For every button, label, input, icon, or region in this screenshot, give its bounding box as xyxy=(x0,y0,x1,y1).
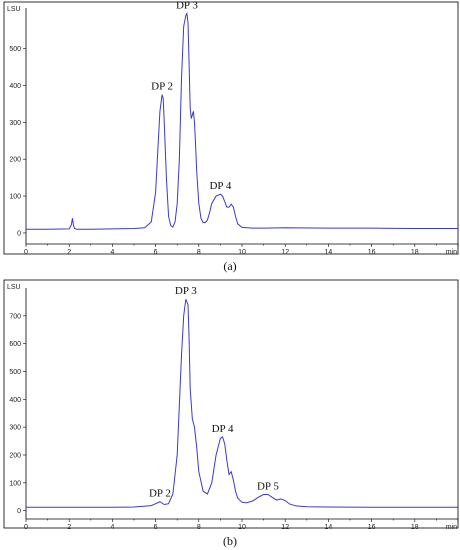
x-tick-label: 16 xyxy=(368,524,376,531)
x-unit-label: min xyxy=(446,524,457,531)
x-tick-label: 12 xyxy=(281,249,289,256)
chromatogram-panel-a: LSU 0 100 200 300 400 500 0 2 4 6 8 10 12 14 16 18 min DP … xyxy=(3,0,459,273)
panel-frame xyxy=(3,279,459,529)
panel-frame xyxy=(3,1,459,255)
x-unit-label: min xyxy=(446,249,457,256)
x-tick-label: 4 xyxy=(110,249,114,256)
peak-label: DP 4 xyxy=(209,180,231,192)
x-tick-label: 18 xyxy=(411,524,419,531)
x-tick-label: 14 xyxy=(325,524,333,531)
y-tick-label: 200 xyxy=(9,157,21,164)
x-tick-label: 18 xyxy=(411,249,419,256)
y-tick-label: 500 xyxy=(9,369,21,376)
x-tick-label: 16 xyxy=(368,249,376,256)
peak-label: DP 4 xyxy=(212,423,234,435)
peak-label: DP 5 xyxy=(257,481,279,493)
x-tick-label: 0 xyxy=(24,249,28,256)
peak-label: DP 2 xyxy=(149,488,171,500)
x-tick-label: 10 xyxy=(238,524,246,531)
y-tick-label: 200 xyxy=(9,452,21,459)
y-tick-label: 100 xyxy=(9,480,21,487)
panel-caption: (b) xyxy=(223,534,237,548)
y-tick-label: 300 xyxy=(9,120,21,127)
x-tick-label: 0 xyxy=(24,524,28,531)
x-tick-label: 8 xyxy=(197,524,201,531)
y-tick-label: 400 xyxy=(9,397,21,404)
x-tick-label: 8 xyxy=(197,249,201,256)
x-tick-label: 14 xyxy=(325,249,333,256)
y-tick-label: 0 xyxy=(17,508,21,515)
x-tick-label: 12 xyxy=(281,524,289,531)
y-tick-label: 0 xyxy=(17,230,21,237)
x-tick-label: 2 xyxy=(67,524,71,531)
y-unit-label: LSU xyxy=(7,6,21,13)
peak-label: DP 3 xyxy=(175,285,197,297)
chromatogram-trace xyxy=(26,11,458,230)
y-unit-label: LSU xyxy=(7,284,21,291)
x-tick-label: 6 xyxy=(154,524,158,531)
chromatogram-panel-b: LSU 0 100 200 300 400 500 600 700 0 2 4 6 8 10 12 14 16 18… xyxy=(3,279,459,548)
y-tick-label: 600 xyxy=(9,341,21,348)
x-tick-label: 6 xyxy=(154,249,158,256)
x-tick-label: 10 xyxy=(238,249,246,256)
chromatogram-trace xyxy=(26,298,458,508)
peak-label: DP 2 xyxy=(151,81,173,93)
y-tick-label: 500 xyxy=(9,46,21,53)
panel-caption: (a) xyxy=(223,259,236,273)
y-tick-label: 100 xyxy=(9,194,21,201)
peak-label: DP 3 xyxy=(176,0,198,12)
y-tick-label: 300 xyxy=(9,425,21,432)
y-tick-label: 700 xyxy=(9,313,21,320)
x-tick-label: 4 xyxy=(110,524,114,531)
y-tick-label: 400 xyxy=(9,83,21,90)
x-tick-label: 2 xyxy=(67,249,71,256)
